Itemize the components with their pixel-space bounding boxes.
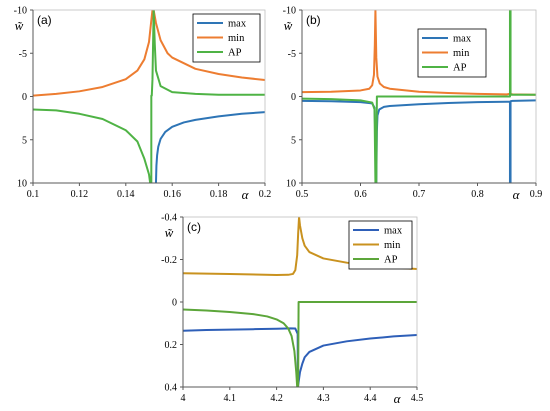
y-tick-label: -5 (19, 49, 27, 60)
series-line-min (302, 10, 536, 96)
series-line-ap (33, 10, 265, 183)
y-tick-label: 0.2 (165, 340, 178, 351)
legend-entry-min: min (228, 33, 245, 44)
x-tick-label: 0.6 (354, 189, 367, 200)
y-tick-label: 5 (291, 135, 296, 146)
y-tick-label: -10 (283, 6, 296, 17)
series-group (33, 10, 265, 183)
x-axis-label: α (394, 391, 402, 406)
series-line-ap (183, 301, 417, 387)
x-tick-label: 4.5 (411, 393, 424, 404)
legend-entry-ap: AP (384, 255, 398, 266)
y-tick-label: 0 (172, 298, 177, 309)
series-line-max (302, 99, 536, 183)
y-tick-label: 10 (286, 179, 296, 190)
panel-a: 0.1 0.12 0.14 0.16 0.18 0.2 -10 -5 0 5 10 (a) w̃ α max… (14, 6, 272, 203)
y-tick-label: 0.4 (165, 383, 178, 394)
x-tick-label: 4.1 (224, 393, 237, 404)
x-tick-label: 0.14 (117, 189, 135, 200)
y-tick-label: -10 (14, 6, 27, 17)
x-tick-label: 0.2 (259, 189, 272, 200)
legend-entry-max: max (384, 226, 403, 237)
y-axis-label: w̃ (165, 225, 174, 240)
legend-entry-min: min (453, 48, 470, 59)
legend-entry-ap: AP (453, 63, 467, 74)
series-line-max (183, 327, 417, 387)
x-tick-label: 4.3 (317, 393, 330, 404)
x-axis-label: α (513, 187, 521, 202)
x-tick-label: 0.16 (163, 189, 181, 200)
y-axis-label: w̃ (15, 18, 24, 33)
legend-entry-max: max (453, 34, 472, 45)
x-tick-label: 0.8 (471, 189, 484, 200)
legend-entry-min: min (384, 240, 401, 251)
panel-c: 4 4.1 4.2 4.3 4.4 4.5 -0.4 -0.2 0 0.2 0.4 (c) w̃ α max… (161, 213, 423, 407)
x-tick-label: 4.2 (270, 393, 283, 404)
legend: max min AP (417, 28, 487, 78)
y-axis-label: w̃ (284, 18, 293, 33)
panel-b: 0.5 0.6 0.7 0.8 0.9 -10 -5 0 5 10 (b) w̃ α max min AP (283, 6, 543, 203)
legend-entry-max: max (228, 19, 247, 30)
y-tick-label: -0.2 (161, 255, 177, 266)
x-tick-label: 0.7 (413, 189, 426, 200)
x-tick-label: 0.1 (27, 189, 40, 200)
series-line-min (33, 10, 265, 97)
panel-label: (a) (37, 13, 52, 27)
y-tick-label: 10 (17, 179, 27, 190)
series-group (302, 10, 536, 183)
x-axis-label: α (242, 187, 250, 202)
x-tick-label: 0.5 (296, 189, 309, 200)
legend-entry-ap: AP (228, 48, 242, 59)
y-tick-label: -0.4 (161, 213, 177, 224)
legend: max min AP (192, 13, 261, 63)
x-tick-label: 0.18 (210, 189, 228, 200)
x-tick-label: 0.12 (71, 189, 89, 200)
y-tick-label: 5 (22, 135, 27, 146)
x-tick-label: 4 (181, 393, 186, 404)
x-tick-label: 0.9 (530, 189, 543, 200)
y-tick-label: 0 (291, 92, 296, 103)
legend: max min AP (348, 220, 413, 270)
series-line-max (154, 111, 265, 183)
panel-label: (c) (187, 220, 201, 234)
x-tick-label: 4.4 (364, 393, 377, 404)
panel-label: (b) (306, 13, 321, 27)
y-tick-label: -5 (288, 49, 296, 60)
series-line-ap (302, 10, 536, 183)
y-tick-label: 0 (22, 92, 27, 103)
